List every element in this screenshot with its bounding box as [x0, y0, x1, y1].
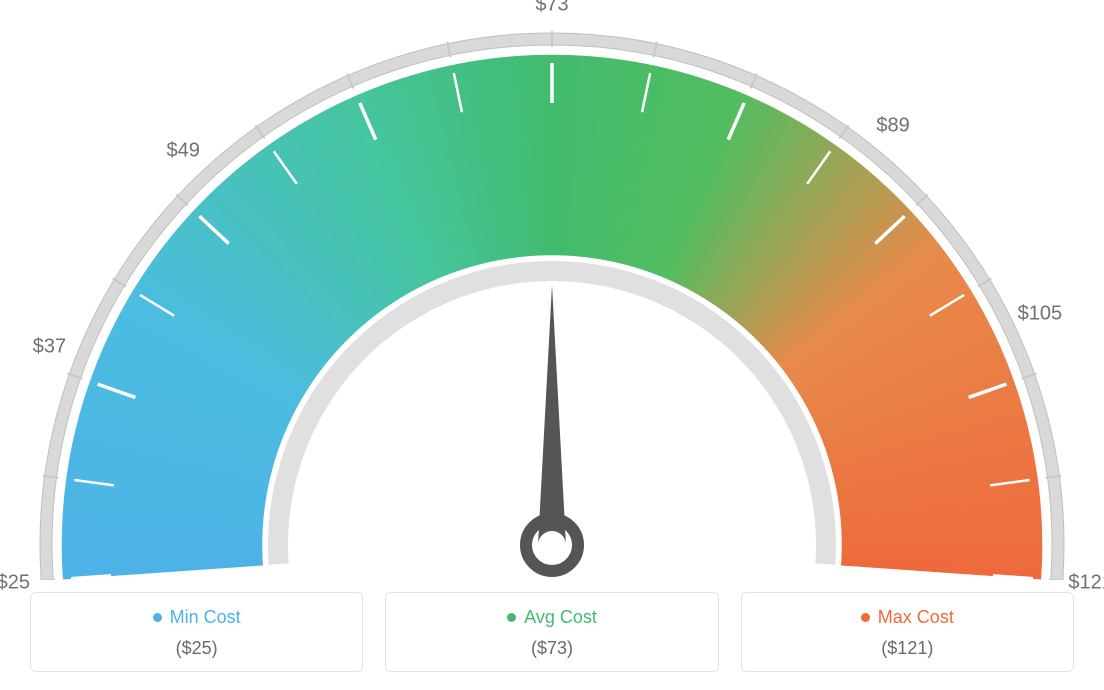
gauge-tick-label: $105 [1018, 302, 1063, 325]
legend-title-max: Max Cost [861, 607, 954, 628]
dot-icon [153, 613, 162, 622]
legend-card-avg: Avg Cost ($73) [385, 592, 718, 672]
gauge-tick-label: $89 [876, 115, 909, 138]
legend-value-max: ($121) [752, 638, 1063, 659]
dot-icon [507, 613, 516, 622]
legend-title-min: Min Cost [153, 607, 241, 628]
legend-value-avg: ($73) [396, 638, 707, 659]
legend-value-min: ($25) [41, 638, 352, 659]
legend-card-max: Max Cost ($121) [741, 592, 1074, 672]
gauge-tick-label: $25 [0, 571, 30, 594]
gauge-svg [0, 0, 1104, 580]
gauge-tick-label: $37 [33, 336, 66, 359]
legend-row: Min Cost ($25) Avg Cost ($73) Max Cost (… [30, 592, 1074, 672]
legend-label: Min Cost [170, 607, 241, 628]
legend-label: Max Cost [878, 607, 954, 628]
gauge-tick-label: $73 [535, 0, 568, 17]
legend-card-min: Min Cost ($25) [30, 592, 363, 672]
gauge-chart: $25$37$49$73$89$105$121 [0, 0, 1104, 580]
dot-icon [861, 613, 870, 622]
gauge-tick-label: $121 [1068, 571, 1104, 594]
gauge-tick-label: $49 [166, 139, 199, 162]
legend-title-avg: Avg Cost [507, 607, 597, 628]
legend-label: Avg Cost [524, 607, 597, 628]
